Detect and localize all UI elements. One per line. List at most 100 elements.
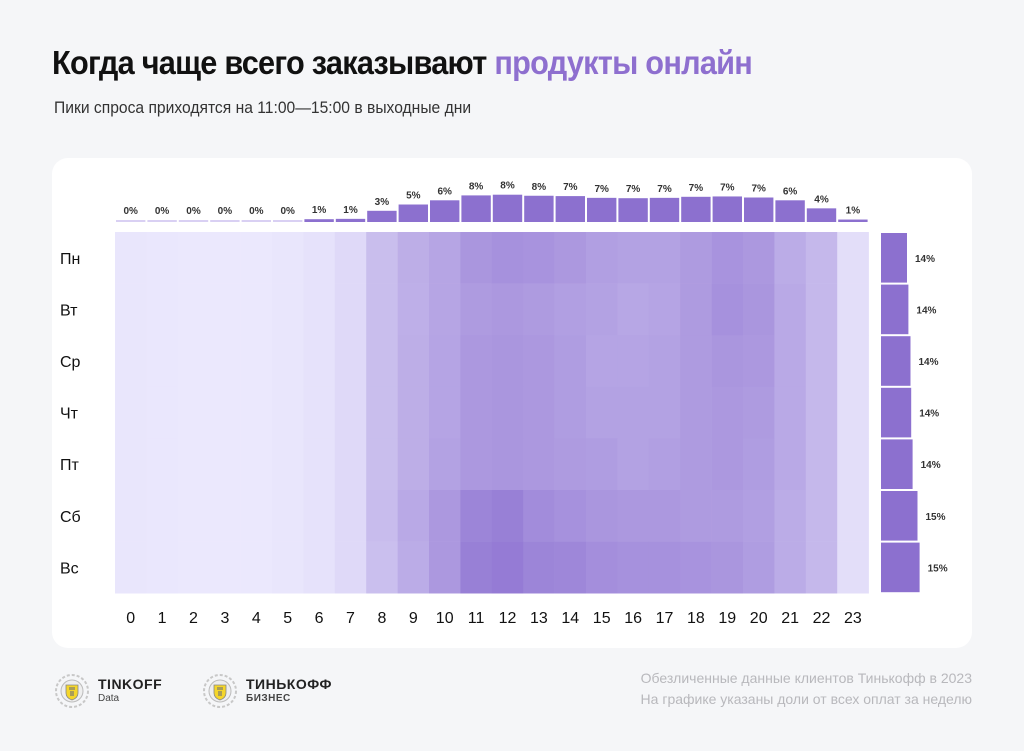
hour-total-label: 8% [500, 181, 515, 192]
hour-label: 14 [561, 610, 579, 627]
heatmap-cell [177, 541, 210, 594]
heatmap-cell [554, 335, 587, 388]
heatmap-cell [774, 541, 807, 594]
heatmap-cell [303, 490, 336, 542]
heatmap-cell [491, 232, 524, 284]
heatmap-cell [146, 283, 179, 336]
heatmap-cell [774, 283, 807, 336]
heatmap-cell [523, 386, 555, 439]
hour-label: 2 [189, 610, 198, 627]
day-total-label: 14% [919, 357, 939, 368]
heatmap-cell [146, 541, 179, 594]
heatmap-cell [460, 283, 493, 336]
hour-total-label: 5% [406, 191, 421, 202]
heatmap-cell [743, 541, 775, 594]
heatmap-cell [397, 541, 430, 594]
heatmap-cell [303, 438, 336, 491]
heatmap-cell [115, 335, 147, 388]
heatmap-cell [648, 490, 681, 542]
heatmap-cell [460, 438, 493, 491]
tinkoff-data-logo: TINKOFF Data [54, 673, 162, 709]
heatmap-cell [209, 232, 241, 284]
heatmap-cell [272, 386, 304, 439]
page-title: Когда чаще всего заказывают продукты онл… [52, 44, 753, 82]
heatmap-cell [680, 335, 712, 388]
day-total-label: 14% [915, 254, 935, 265]
heatmap-cell [115, 541, 147, 594]
heatmap-cell [272, 283, 304, 336]
heatmap-cell [366, 490, 398, 542]
heatmap-cell [491, 490, 524, 542]
heatmap-cell [397, 386, 430, 439]
title-main: Когда чаще всего заказывают [52, 44, 495, 81]
hour-total-bar [712, 196, 742, 222]
hour-label: 20 [750, 610, 768, 627]
hour-total-bar [241, 220, 271, 222]
footer-note-line: Обезличенные данные клиентов Тинькофф в … [640, 670, 972, 686]
heatmap-cell [272, 541, 304, 594]
hour-label: 21 [781, 610, 799, 627]
hour-total-bar [744, 197, 774, 222]
hour-label: 17 [656, 610, 674, 627]
hour-total-bar [367, 210, 397, 222]
heatmap-cell [334, 386, 367, 439]
hour-label: 22 [813, 610, 831, 627]
heatmap-cell [272, 490, 304, 542]
hour-total-label: 1% [846, 206, 861, 217]
heatmap-cell [460, 386, 493, 439]
heatmap-cell [680, 438, 712, 491]
heatmap-cell [177, 386, 210, 439]
heatmap-cell [680, 283, 712, 336]
day-label: Пн [60, 251, 80, 268]
heatmap-cell [711, 386, 744, 439]
hour-label: 15 [593, 610, 611, 627]
heatmap-cell [805, 283, 838, 336]
heatmap-cell [680, 232, 712, 284]
heatmap-cell [617, 490, 650, 542]
hour-total-label: 0% [155, 206, 170, 217]
hour-total-bar [304, 219, 334, 222]
heatmap-cell [680, 541, 712, 594]
heatmap-cell [209, 490, 241, 542]
day-total-bar [881, 284, 909, 335]
hour-total-label: 1% [343, 205, 358, 216]
heatmap-cell [523, 232, 555, 284]
heatmap-cell [617, 232, 650, 284]
logo-name: ТИНЬКОФФ [246, 676, 332, 692]
day-label: Пт [60, 457, 80, 474]
hour-total-bar [492, 194, 523, 222]
heatmap-cell [429, 386, 461, 439]
hour-total-label: 7% [720, 182, 735, 193]
heatmap-cell [366, 232, 398, 284]
hour-total-bar [461, 195, 491, 222]
heatmap-cell [460, 541, 493, 594]
hour-total-bar [178, 220, 209, 222]
hour-total-label: 3% [375, 197, 390, 208]
tinkoff-emblem-icon [202, 673, 238, 709]
hour-total-label: 7% [594, 184, 609, 195]
heatmap-cell [774, 438, 807, 491]
day-label: Ср [60, 354, 81, 371]
footer-note-line: На графике указаны доли от всех оплат за… [640, 691, 972, 707]
hour-label: 4 [252, 610, 261, 627]
logo-sub: Data [98, 693, 120, 704]
heatmap-cell [743, 438, 775, 491]
heatmap-cell [303, 335, 336, 388]
heatmap-cell [554, 283, 587, 336]
heatmap-cell [523, 335, 555, 388]
heatmap-cell [397, 335, 430, 388]
hour-label: 8 [377, 610, 386, 627]
day-total-bar [881, 542, 920, 593]
chart-card: 0% 0% 0% 0% 0% 0% 1% 1% 3% 5% 6% 8% 8% 8% 7% 7% 7% 7% 7% 7%… [52, 158, 972, 648]
day-total-bar [881, 233, 907, 283]
heatmap-cell [837, 490, 869, 542]
heatmap-cell [523, 283, 555, 336]
heatmap-cell [617, 283, 650, 336]
heatmap-cell [146, 386, 179, 439]
hour-total-bar [147, 220, 177, 222]
hour-label: 23 [844, 610, 862, 627]
heatmap-cell [617, 335, 650, 388]
hour-total-bar [273, 220, 303, 222]
heatmap-cell [240, 541, 273, 594]
heatmap-cell [491, 386, 524, 439]
